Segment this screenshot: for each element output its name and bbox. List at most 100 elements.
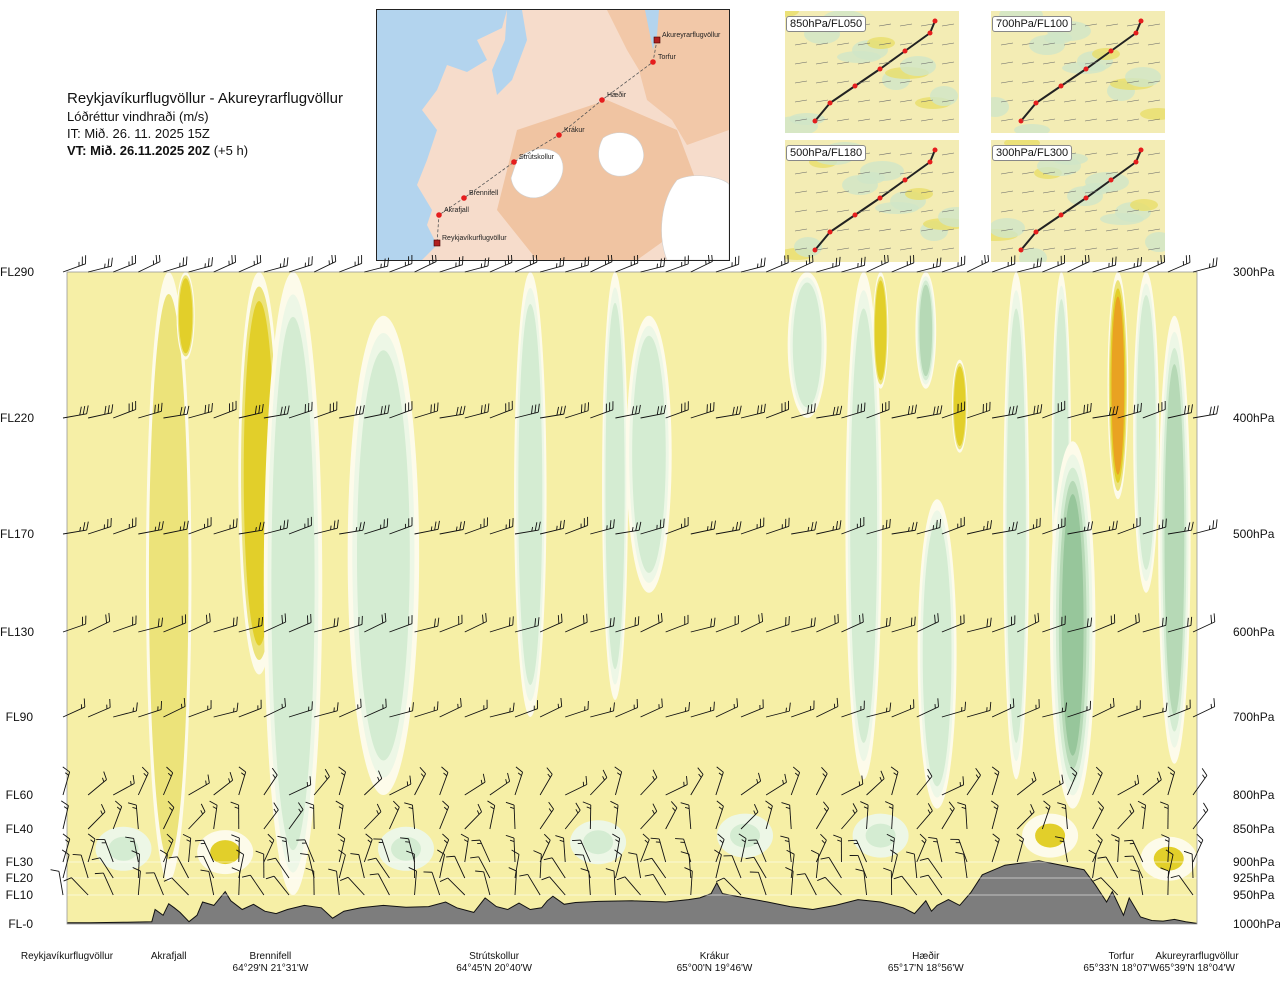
velocity-band-13-layer-2 [953,366,966,447]
wind-barb-FL30-4 [163,833,174,863]
wind-barb-FL40-19 [539,801,554,830]
valid-time-value: VT: Mið. 26.11.2025 20Z [67,143,211,158]
map-fjord-north [492,10,527,95]
wind-barb-FL130-26 [715,615,739,633]
wind-barb-FL40-41 [1092,801,1105,830]
wind-barb-FL90-36 [966,701,992,718]
wind-barb-FL290-0 [62,255,87,273]
wind-barb-FL10-35 [919,874,943,896]
waypoint-name: Akrafjall [150,951,187,962]
wind-barb-FL220-14 [414,402,439,419]
wind-barb-FL40-22 [610,800,619,830]
wind-barb-FL290-28 [765,255,789,273]
wind-barb-FL60-16 [464,773,486,796]
wind-barb-FL90-35 [941,701,967,718]
wind-barb-FL60-12 [364,770,383,796]
thumbnail-300hpa[interactable]: 300hPa/FL300 [991,140,1165,262]
wind-barb-FL220-28 [765,400,789,419]
wind-barb-FL10-10 [305,867,315,896]
wind-barb-FL220-38 [1017,404,1043,419]
wind-barb-FL220-37 [992,405,1018,419]
wind-barb-FL220-31 [841,402,866,419]
wind-barb-FL40-26 [715,800,724,830]
wind-barb-FL170-14 [414,520,440,535]
wind-barb-FL30-5 [182,833,192,863]
wind-barb-FL130-5 [188,613,211,633]
wind-barb-FL30-3 [125,836,139,863]
wind-barb-FL290-20 [565,256,590,273]
wind-barb-FL30-24 [650,837,667,863]
wind-barb-FL60-13 [389,775,412,796]
wind-barb-FL90-38 [1017,699,1040,718]
wind-barb-FL40-37 [990,800,999,830]
waypoint-name: Reykjavíkurflugvöllur [20,951,114,962]
thumbnail-700hpa[interactable]: 700hPa/FL100 [991,11,1165,133]
wind-barb-FL40-23 [640,803,658,830]
wind-barb-FL130-1 [87,612,111,633]
wind-barb-FL20-0 [61,849,70,879]
wind-barb-FL220-9 [288,401,313,419]
wind-barb-FL170-22 [615,521,642,535]
wind-barb-FL60-0 [62,766,71,796]
wind-barb-FL10-16 [439,877,466,896]
wind-barb-FL290-17 [489,255,513,273]
wind-barb-FL10-19 [519,874,541,896]
map-marker-5: Brennifell [461,190,499,201]
velocity-band-1-layer-2 [178,278,193,354]
wind-barb-FL40-21 [582,801,592,830]
wind-barb-FL40-43 [1137,800,1147,830]
wind-barb-FL130-21 [590,617,615,633]
wind-barb-FL290-8 [263,257,289,273]
wind-barb-FL170-4 [163,520,189,535]
wind-barb-FL170-27 [740,517,765,535]
terrain-profile [67,860,1197,924]
wind-barb-FL10-24 [644,874,667,896]
wind-barb-FL220-10 [313,401,338,419]
wind-barb-FL90-16 [464,699,488,718]
wind-barb-FL10-27 [716,877,742,896]
thumbnail-500hpa[interactable]: 500hPa/FL180 [785,140,959,262]
velocity-band-7-layer-2 [632,335,666,573]
wind-barb-FL130-43 [1142,616,1167,633]
wind-barb-FL130-39 [1042,615,1066,633]
wind-barb-FL30-21 [572,839,591,863]
wind-barb-FL170-35 [941,516,965,535]
pressure-label-1000: 1000hPa [1233,917,1280,931]
wind-barb-FL130-13 [389,615,413,633]
pressure-label-700: 700hPa [1233,710,1275,724]
wind-barb-FL20-15 [437,849,446,879]
wind-barb-FL90-15 [439,698,462,718]
map-marker-4: Strútskollur [511,154,555,165]
velocity-band-0-layer-1 [148,293,189,860]
wind-barb-FL290-2 [113,255,136,273]
wind-barb-FL10-13 [369,873,390,896]
wind-barb-FL290-19 [539,257,565,273]
wind-barb-FL10-18 [508,867,517,896]
velocity-band-3-layer-2 [271,316,315,851]
wind-barb-FL170-33 [891,521,918,535]
wind-barb-FL40-29 [781,802,792,830]
wind-barb-FL30-42 [1111,834,1120,863]
wind-barb-FL130-11 [339,615,363,633]
wind-barb-FL220-23 [640,404,666,419]
wind-barb-FL10-6 [200,869,215,896]
wind-barb-FL170-21 [590,519,615,535]
wind-barb-FL220-3 [138,402,163,419]
wind-barb-FL220-11 [339,405,365,419]
thumbnail-500hpa-label: 500hPa/FL180 [786,145,867,161]
wind-barb-FL10-25 [684,867,693,896]
wind-barb-FL40-12 [364,803,382,830]
wind-barb-FL60-28 [765,773,787,796]
wind-barb-FL90-44 [1167,699,1191,718]
flight-level-label-FL220: FL220 [0,411,35,425]
wind-barb-FL10-20 [541,876,566,896]
wind-barb-FL30-13 [373,838,390,863]
wind-barb-FL20-17 [470,856,491,879]
thumbnail-300hpa-image [991,140,1165,262]
wind-barb-FL10-23 [616,876,641,896]
waypoint-label-1: Akrafjall [114,951,224,963]
wind-barb-FL20-10 [300,853,315,879]
thumbnail-850hpa[interactable]: 850hPa/FL050 [785,11,959,133]
lowlevel-blob-3-inner [583,830,614,855]
wind-barb-FL130-3 [138,617,163,633]
